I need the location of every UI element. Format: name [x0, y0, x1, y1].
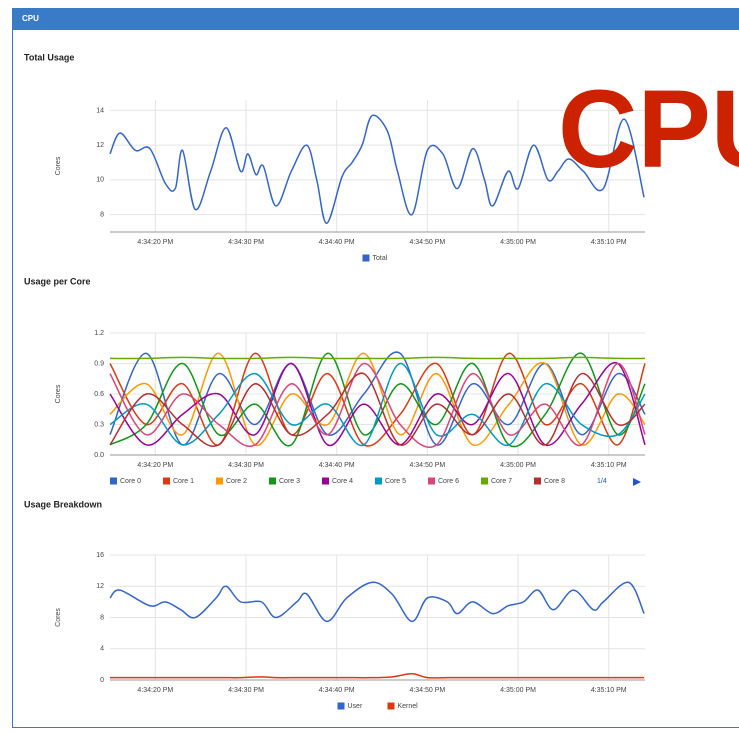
legend-swatch [428, 477, 435, 485]
legend-swatch [337, 702, 345, 710]
y-tick-label: 0.6 [94, 391, 104, 398]
x-tick-label: 4:34:50 PM [409, 687, 445, 694]
series-line [109, 351, 646, 446]
series-line [109, 581, 645, 623]
y-tick-label: 8 [100, 614, 104, 621]
legend-label: Core 8 [544, 478, 565, 485]
y-tick-label: 4 [100, 646, 104, 653]
series-line [109, 114, 645, 225]
x-tick-label: 4:34:30 PM [228, 462, 264, 469]
legend-swatch [387, 702, 395, 710]
legend-swatch [362, 254, 370, 262]
x-tick-label: 4:35:10 PM [591, 462, 627, 469]
x-tick-label: 4:34:40 PM [319, 239, 355, 246]
y-tick-label: 12 [96, 142, 104, 149]
x-tick-label: 4:34:20 PM [137, 239, 173, 246]
legend-swatch [216, 477, 223, 485]
series-line [109, 362, 646, 447]
legend-label: Total [373, 255, 388, 262]
x-tick-label: 4:34:20 PM [137, 462, 173, 469]
series-line [109, 361, 646, 446]
chart-title: Total Usage [24, 52, 74, 62]
legend-next[interactable] [633, 478, 641, 486]
y-tick-label: 0 [100, 677, 104, 684]
y-tick-label: 0.9 [94, 360, 104, 367]
series-line [109, 362, 646, 448]
legend-label: User [348, 703, 363, 710]
legend-swatch [534, 477, 541, 485]
legend-swatch [375, 477, 382, 485]
y-tick-label: 16 [96, 552, 104, 559]
legend-swatch [110, 477, 117, 485]
x-tick-label: 4:35:00 PM [500, 239, 536, 246]
x-tick-label: 4:34:40 PM [319, 687, 355, 694]
legend-label: Core 3 [279, 478, 300, 485]
y-tick-label: 8 [100, 211, 104, 218]
legend-label: Core 6 [438, 478, 459, 485]
charts: Total Usage Cores 8 10 12 14 4:34:20 PM 4:34:30… [24, 52, 646, 710]
legend-label: Kernel [398, 703, 419, 710]
x-tick-label: 4:34:50 PM [409, 462, 445, 469]
series-line [109, 372, 646, 447]
y-tick-label: 0.0 [94, 452, 104, 459]
x-tick-label: 4:35:00 PM [500, 687, 536, 694]
x-tick-label: 4:34:30 PM [228, 239, 264, 246]
panel-title: CPU [22, 14, 39, 23]
legend-label: Core 4 [332, 478, 353, 485]
legend-swatch [163, 477, 170, 485]
series-line [110, 672, 645, 679]
y-tick-label: 0.3 [94, 421, 104, 428]
panel-header [12, 8, 739, 30]
x-tick-label: 4:34:20 PM [137, 687, 173, 694]
legend-swatch [269, 477, 276, 485]
legend-label: Core 5 [385, 478, 406, 485]
legend-label: Core 1 [173, 478, 194, 485]
y-axis-title: Cores [55, 156, 62, 175]
y-tick-label: 12 [96, 583, 104, 590]
y-axis-title: Cores [55, 384, 62, 403]
x-tick-label: 4:34:50 PM [409, 239, 445, 246]
overlay-text: CPU [558, 68, 739, 191]
y-tick-label: 1.2 [94, 330, 104, 337]
legend-swatch [322, 477, 329, 485]
legend-label: Core 7 [491, 478, 512, 485]
legend-label: Core 0 [120, 478, 141, 485]
x-tick-label: 4:35:10 PM [591, 687, 627, 694]
y-axis-title: Cores [55, 608, 62, 627]
series-line [109, 356, 646, 360]
legend-page: 1/4 [597, 478, 607, 485]
x-tick-label: 4:34:30 PM [228, 687, 264, 694]
x-tick-label: 4:35:00 PM [500, 462, 536, 469]
chart-title: Usage Breakdown [24, 499, 102, 509]
y-tick-label: 14 [96, 107, 104, 114]
legend-swatch [481, 477, 488, 485]
x-tick-label: 4:34:40 PM [319, 462, 355, 469]
y-tick-label: 10 [96, 177, 104, 184]
x-tick-label: 4:35:10 PM [591, 239, 627, 246]
chart-title: Usage per Core [24, 276, 91, 286]
legend-label: Core 2 [226, 478, 247, 485]
